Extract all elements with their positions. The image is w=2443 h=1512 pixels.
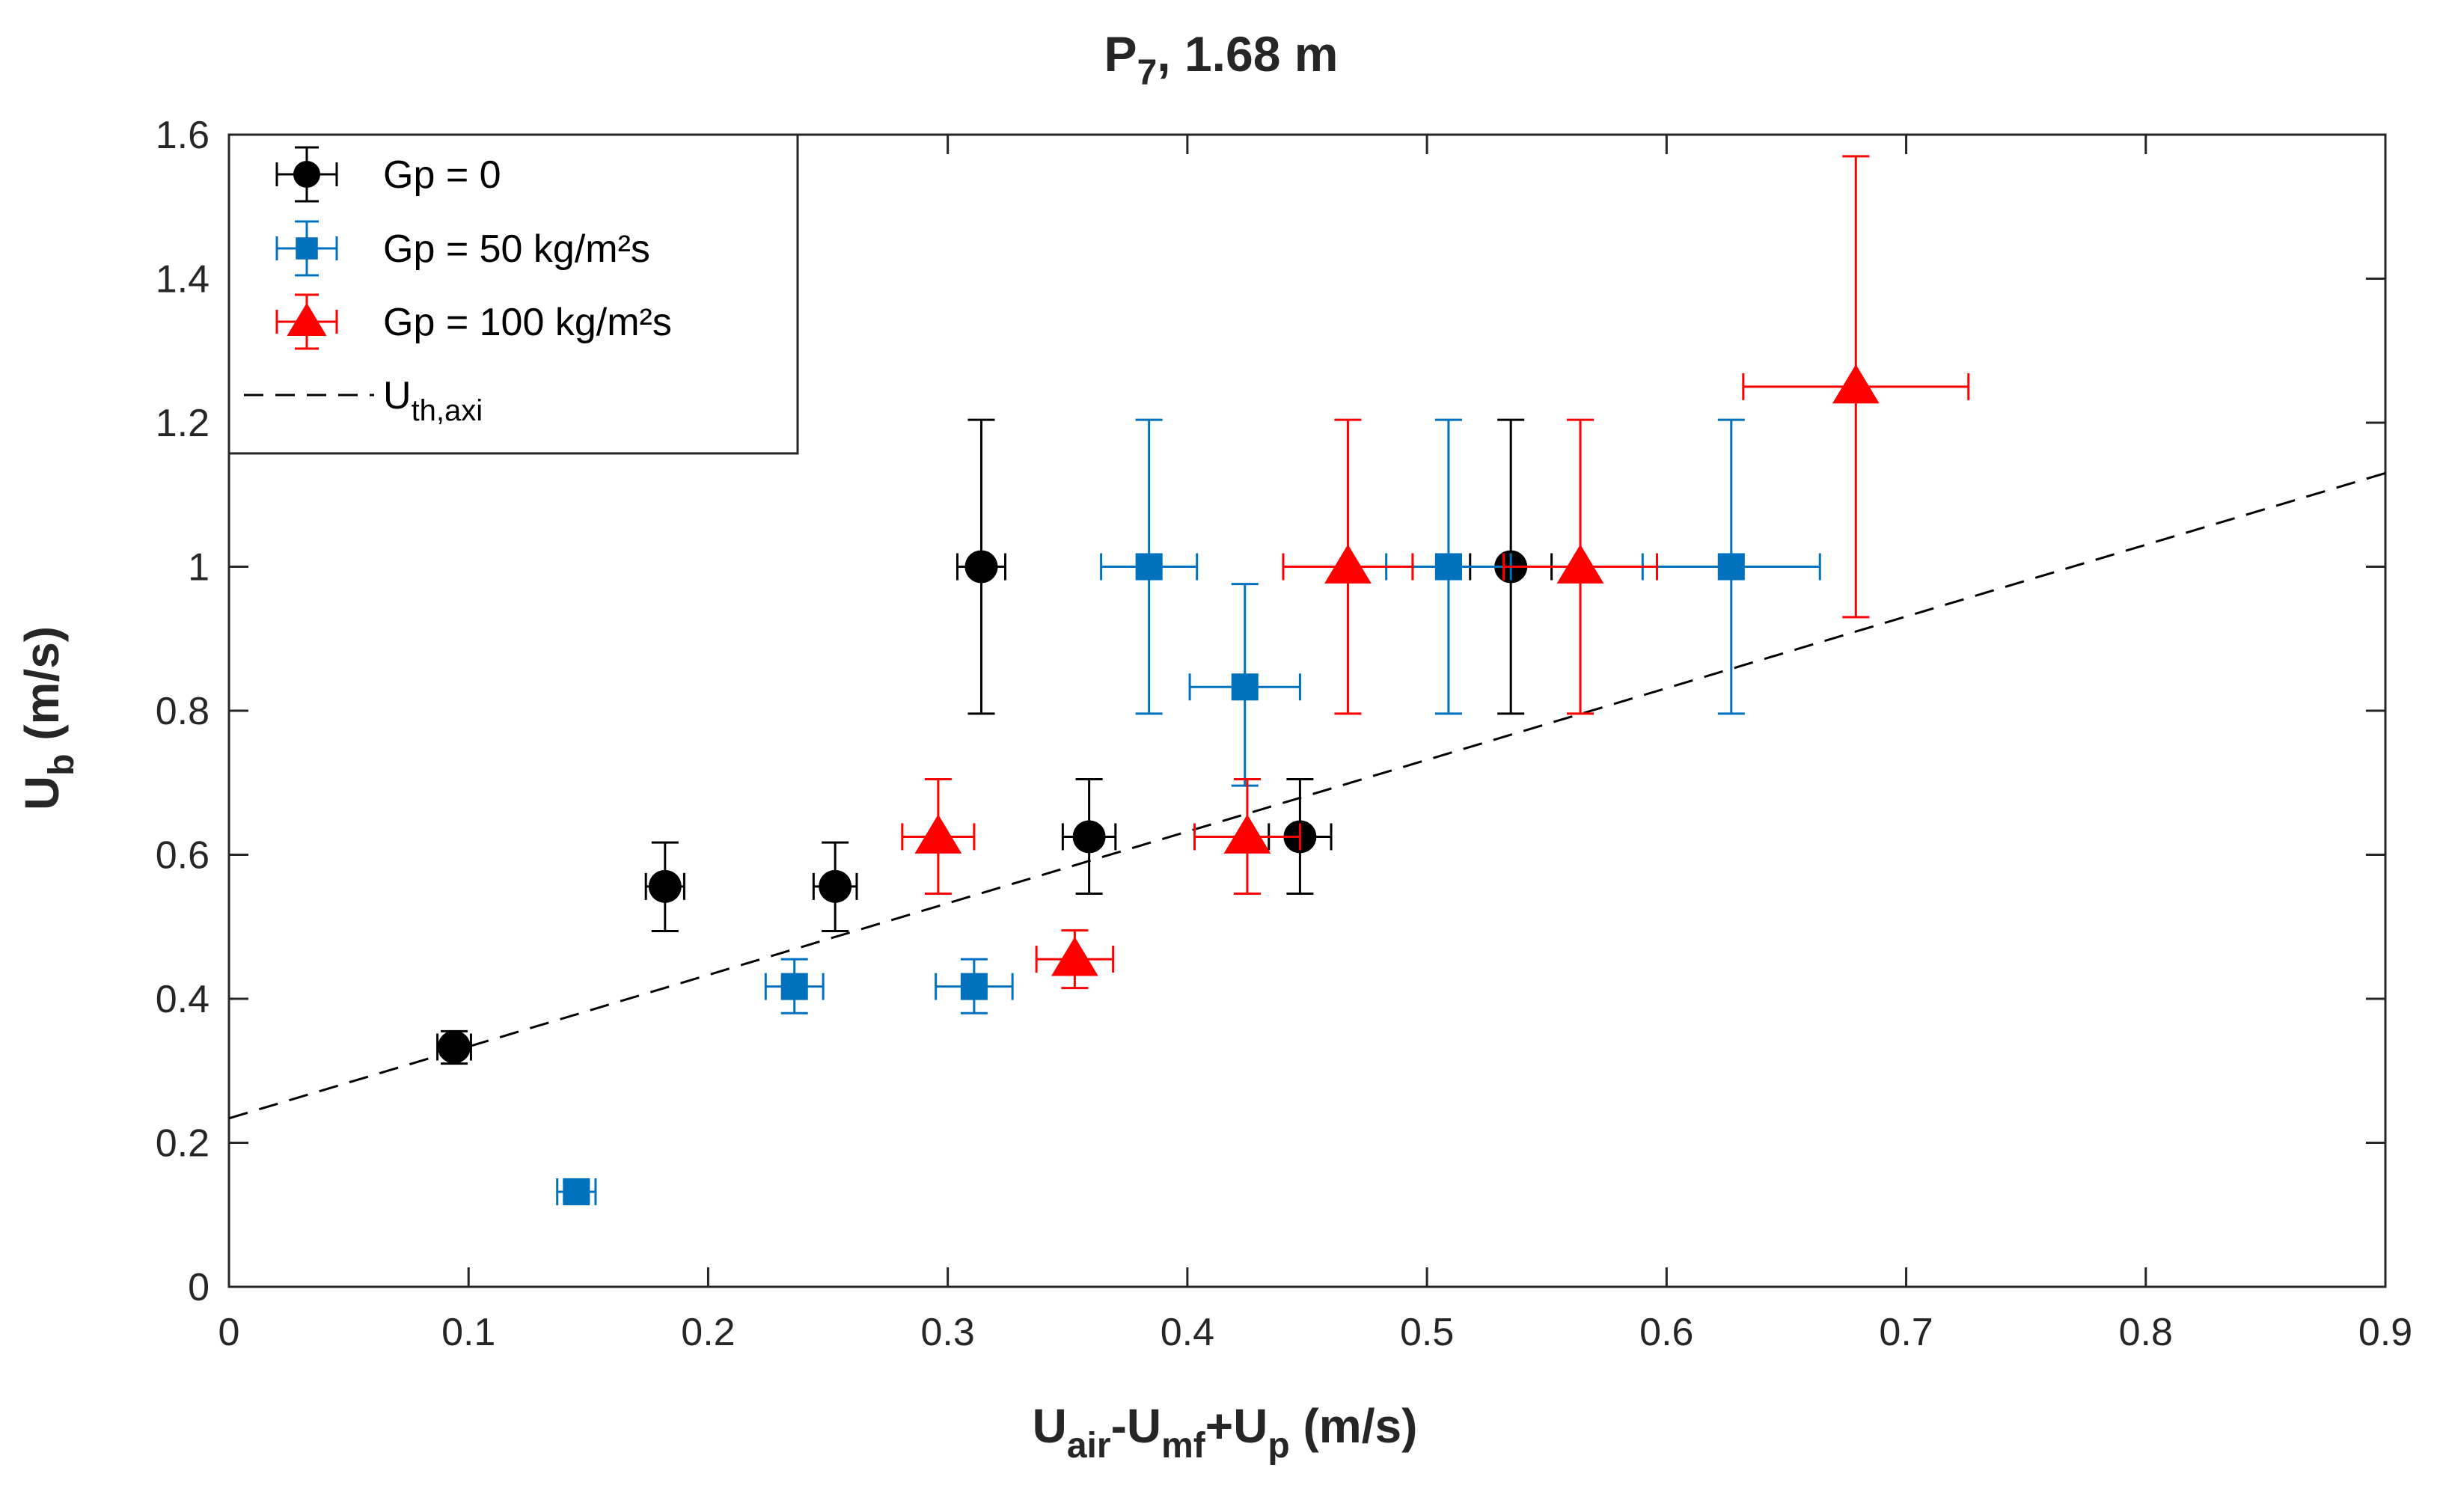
- marker-triangle: [287, 302, 327, 336]
- data-point: [1188, 583, 1301, 787]
- y-tick-label: 1: [188, 546, 210, 590]
- label-part: p: [1268, 1426, 1289, 1466]
- marker-circle: [438, 1030, 471, 1064]
- data-point: [556, 1178, 597, 1205]
- legend-label: Gp = 100 kg/m²s: [383, 301, 672, 344]
- label-part: (m/s): [15, 626, 69, 754]
- data-point: [644, 841, 685, 933]
- marker-circle: [819, 869, 852, 903]
- legend: Gp = 0 Gp = 50 kg/m²s Gp = 100 kg/m²s Uth,a…: [227, 133, 799, 455]
- x-tick-label: 0.7: [1879, 1311, 1933, 1354]
- series-triangle: [901, 155, 1970, 990]
- marker-triangle: [1051, 937, 1098, 976]
- chart-title-main: P: [1104, 26, 1137, 82]
- label-part: th,axi: [412, 394, 483, 427]
- legend-label-reference: Uth,axi: [383, 374, 483, 427]
- marker-square: [1717, 553, 1745, 581]
- x-tick-label: 0.9: [2358, 1311, 2412, 1354]
- data-point: [1502, 418, 1659, 715]
- chart-title-rest: , 1.68 m: [1157, 26, 1338, 82]
- data-point: [1282, 418, 1414, 715]
- data-point: [1100, 418, 1199, 715]
- y-tick-label: 0.4: [156, 978, 210, 1021]
- label-part: air: [1067, 1426, 1111, 1466]
- chart-title-sub: 7: [1137, 53, 1158, 93]
- marker-square: [563, 1178, 590, 1205]
- label-part: +U: [1205, 1399, 1268, 1453]
- data-point: [1385, 418, 1512, 715]
- label-part: (m/s): [1290, 1399, 1418, 1453]
- label-part: U: [383, 374, 412, 417]
- y-tick-label: 0.2: [156, 1122, 210, 1166]
- data-point: [1061, 777, 1117, 895]
- data-point: [812, 841, 858, 933]
- label-part: b: [42, 754, 82, 776]
- marker-square: [296, 237, 318, 260]
- x-tick-label: 0.3: [921, 1311, 975, 1354]
- marker-triangle: [1832, 364, 1880, 404]
- marker-circle: [648, 869, 682, 903]
- legend-entry: Gp = 100 kg/m²s: [275, 293, 672, 350]
- y-tick-label: 0.6: [156, 834, 210, 878]
- marker-square: [1434, 553, 1462, 581]
- marker-triangle: [1324, 544, 1372, 584]
- marker-circle: [1072, 820, 1106, 854]
- legend-entry: Gp = 50 kg/m²s: [275, 220, 650, 277]
- x-tick-label: 0.8: [2119, 1311, 2173, 1354]
- marker-square: [1135, 553, 1163, 581]
- data-point: [956, 418, 1007, 715]
- y-tick-label: 1.2: [156, 402, 210, 445]
- legend-label: Gp = 0: [383, 153, 501, 197]
- marker-circle: [293, 161, 320, 188]
- label-part: U: [15, 776, 69, 810]
- x-tick-label: 0.6: [1639, 1311, 1693, 1354]
- y-tick-label: 0: [188, 1266, 210, 1309]
- marker-triangle: [914, 814, 962, 854]
- label-part: U: [1033, 1399, 1067, 1453]
- marker-square: [780, 973, 808, 1000]
- label-part: -U: [1111, 1399, 1162, 1453]
- x-axis-title: Uair-Umf+Up (m/s): [1033, 1399, 1418, 1466]
- legend-label: Gp = 50 kg/m²s: [383, 227, 650, 271]
- chart-title: P7, 1.68 m: [1104, 26, 1339, 93]
- data-point: [764, 958, 825, 1014]
- y-tick-label: 1.6: [156, 114, 210, 157]
- x-tick-label: 0.4: [1161, 1311, 1214, 1354]
- plot-area: 0 0.1 0.2 0.3 0.4 0.5 0.6 0.7 0.8 0.9 0 0.2 0.4 0.6 0.…: [156, 114, 2412, 1354]
- legend-box: [227, 133, 799, 455]
- y-tick-label: 1.4: [156, 258, 210, 302]
- x-tick-label: 0.5: [1400, 1311, 1454, 1354]
- data-point: [1193, 777, 1301, 895]
- data-point: [935, 958, 1014, 1014]
- legend-entry: Gp = 0: [275, 146, 501, 203]
- label-part: mf: [1161, 1426, 1206, 1466]
- data-point: [1742, 155, 1970, 619]
- marker-square: [1231, 673, 1259, 701]
- y-axis-title: Ub (m/s): [15, 626, 82, 810]
- marker-circle: [964, 550, 998, 584]
- marker-triangle: [1223, 814, 1271, 854]
- x-tick-label: 0: [218, 1311, 240, 1354]
- data-point: [901, 777, 976, 895]
- data-point: [1035, 929, 1115, 990]
- legend-entry-reference: Uth,axi: [244, 374, 483, 427]
- marker-square: [960, 973, 988, 1000]
- x-tick-label: 0.1: [441, 1311, 495, 1354]
- marker-triangle: [1556, 544, 1604, 584]
- y-tick-label: 0.8: [156, 690, 210, 733]
- data-point: [436, 1029, 472, 1065]
- x-tick-label: 0.2: [681, 1311, 735, 1354]
